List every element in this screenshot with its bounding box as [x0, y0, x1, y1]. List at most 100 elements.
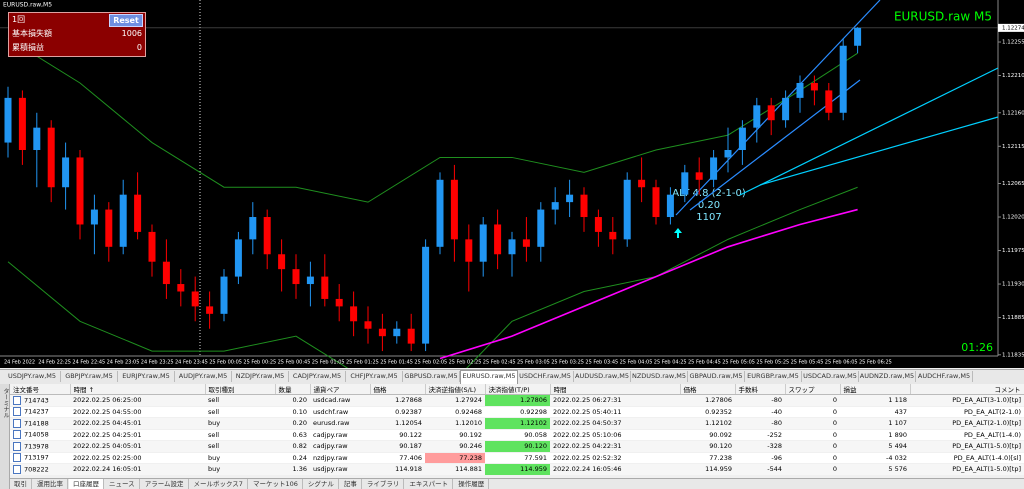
symbol-tab[interactable]: CADJPY.raw,M5: [289, 371, 346, 382]
order-icon: [13, 430, 21, 440]
symbol-tab[interactable]: EURJPY.raw,M5: [118, 371, 175, 382]
symbol-tab[interactable]: GBPUSD.raw,M5: [403, 371, 460, 382]
cell: 1.36: [275, 463, 310, 476]
bottom-tab[interactable]: 口座履歴: [69, 479, 104, 489]
history-row[interactable]: 714743 2022.02.25 06:25:00 sell 0.20 usdcad.…: [10, 394, 1024, 407]
cell-text: PD_EA_ALT(1-5.0)[tp]: [952, 465, 1021, 474]
bottom-tab[interactable]: 取引: [10, 479, 32, 489]
symbol-tab[interactable]: CHFJPY.raw,M5: [346, 371, 403, 382]
chart-title: EURUSD.raw M5: [894, 10, 992, 24]
bottom-tab[interactable]: 記事: [340, 479, 362, 489]
cell-text: 2022.02.25 02:25:00: [73, 453, 142, 462]
time-label: 24 Feb 22:45: [72, 360, 105, 366]
cell-text: 0: [832, 430, 837, 439]
candle-body: [350, 306, 358, 322]
column-header[interactable]: 損益: [840, 384, 911, 395]
cell-text: 2022.02.24 16:05:01: [73, 465, 142, 474]
column-header[interactable]: 決済指値(T/P): [485, 384, 551, 395]
bottom-tab[interactable]: エキスパート: [405, 479, 454, 489]
order-icon: [13, 453, 21, 463]
column-header[interactable]: 価格: [370, 384, 426, 395]
history-row[interactable]: 713197 2022.02.25 02:25:00 buy 0.24 nzdjpy.r…: [10, 452, 1024, 464]
bottom-tab[interactable]: ライブラリ: [363, 479, 405, 489]
history-row[interactable]: 714188 2022.02.25 04:45:01 buy 0.20 eurusd.r…: [10, 417, 1024, 430]
header-row: 注文番号 時間 ↑ 取引種別 数量 通貨ペア 価格 決済逆指値(S/L) 決済指値(T/P) 時…: [10, 384, 1024, 395]
symbol-tab[interactable]: AUDCHF.raw,M5: [916, 371, 973, 382]
column-header[interactable]: 注文番号: [10, 384, 71, 395]
cell-text: -4 032: [886, 453, 907, 462]
candle-body: [450, 179, 458, 240]
cell-text: 714058: [24, 430, 49, 439]
column-header[interactable]: 時間: [550, 384, 681, 395]
cell-text: 90.122: [399, 430, 422, 439]
cell: 77.238: [425, 452, 485, 464]
price-label: 1.11835: [1002, 352, 1024, 358]
cell-text: sell: [208, 442, 219, 451]
cell-text: -40: [771, 407, 782, 416]
cell: PD_EA_ALT(3-1.0)[tp]: [910, 394, 1024, 407]
candle-body: [18, 97, 26, 150]
candle-body: [666, 194, 674, 218]
bottom-tab[interactable]: メールボックス7: [190, 479, 248, 489]
cell: cadjpy.raw: [310, 440, 370, 453]
cell: 714188: [10, 417, 70, 430]
bottom-tab[interactable]: アラーム設定: [141, 479, 189, 489]
candle-body: [220, 276, 228, 314]
candle-body: [494, 224, 502, 255]
bottom-tab[interactable]: 操作履歴: [454, 479, 490, 489]
symbol-tab[interactable]: EURUSD.raw,M5: [460, 370, 518, 384]
column-header[interactable]: 通貨ペア: [310, 384, 371, 395]
column-header[interactable]: 手数料: [735, 384, 786, 395]
history-row[interactable]: 714237 2022.02.25 04:55:00 sell 0.10 usdchf.…: [10, 406, 1024, 418]
bottom-tab[interactable]: マーケット106: [249, 479, 303, 489]
cell-text: buy: [208, 465, 221, 474]
history-row[interactable]: 708222 2022.02.24 16:05:01 buy 1.36 usdjpy.r…: [10, 463, 1024, 476]
cell-text: PD_EA_ALT(3-1.0)[tp]: [952, 396, 1021, 405]
symbol-tab[interactable]: NZDJPY.raw,M5: [232, 371, 289, 382]
symbol-tab[interactable]: USDCHF.raw,M5: [517, 371, 574, 382]
history-row[interactable]: 713978 2022.02.25 04:05:01 sell 0.82 cadjpy.…: [10, 440, 1024, 453]
reset-button[interactable]: Reset: [109, 14, 143, 27]
symbol-tab[interactable]: AUDUSD.raw,M5: [574, 371, 631, 382]
bottom-tab[interactable]: ニュース: [105, 479, 140, 489]
cell-text: 713197: [24, 453, 49, 462]
price-label: 1.11885: [1002, 315, 1024, 321]
symbol-tab[interactable]: USDCAD.raw,M5: [802, 371, 859, 382]
candle-body: [594, 217, 602, 232]
history-row[interactable]: 714058 2022.02.25 04:25:01 sell 0.63 cadjpy.…: [10, 429, 1024, 441]
cell-text: 1.12102: [705, 419, 732, 428]
symbol-tab[interactable]: EURGBP.raw,M5: [745, 371, 802, 382]
cell: sell: [205, 429, 275, 441]
symbol-tab[interactable]: GBPAUD.raw,M5: [688, 371, 745, 382]
symbol-tab[interactable]: AUDNZD.raw,M5: [859, 371, 916, 382]
column-header[interactable]: 取引種別: [205, 384, 276, 395]
column-header[interactable]: 決済逆指値(S/L): [425, 384, 486, 395]
cell: 2022.02.25 04:05:01: [70, 440, 205, 453]
column-header[interactable]: 時間 ↑: [70, 384, 206, 395]
candle-body: [782, 97, 790, 121]
column-header[interactable]: 価格: [680, 384, 736, 395]
column-header[interactable]: 数量: [275, 384, 311, 395]
time-label: 25 Feb 04:45: [688, 360, 721, 366]
symbol-tab[interactable]: NZDUSD.raw,M5: [631, 371, 688, 382]
cell: usdjpy.raw: [310, 463, 370, 476]
column-header[interactable]: コメント: [910, 384, 1024, 395]
symbol-tab[interactable]: AUDJPY.raw,M5: [175, 371, 232, 382]
bottom-tabs: 取引 運用比率 口座履歴 ニュース アラーム設定 メールボックス7 マーケット106 シグナル…: [10, 478, 1024, 489]
bottom-tab[interactable]: シグナル: [304, 479, 339, 489]
symbol-tab[interactable]: USDJPY.raw,M5: [4, 371, 61, 382]
panel-value: 1006: [121, 29, 142, 38]
column-header[interactable]: スワップ: [785, 384, 841, 395]
cell-text: 77.238: [709, 453, 732, 462]
symbol-tab[interactable]: GBPJPY.raw,M5: [61, 371, 118, 382]
cell: 437: [840, 406, 910, 418]
trend-line: [759, 116, 999, 186]
cell: -80: [735, 394, 785, 407]
cell: 114.959: [485, 463, 550, 476]
candle-body: [623, 179, 631, 240]
cell-text: cadjpy.raw: [313, 442, 348, 451]
terminal-label: ターミナル: [2, 388, 9, 418]
bottom-tab[interactable]: 運用比率: [33, 479, 68, 489]
candle-body: [854, 27, 862, 46]
time-label: 25 Feb 01:45: [380, 360, 413, 366]
